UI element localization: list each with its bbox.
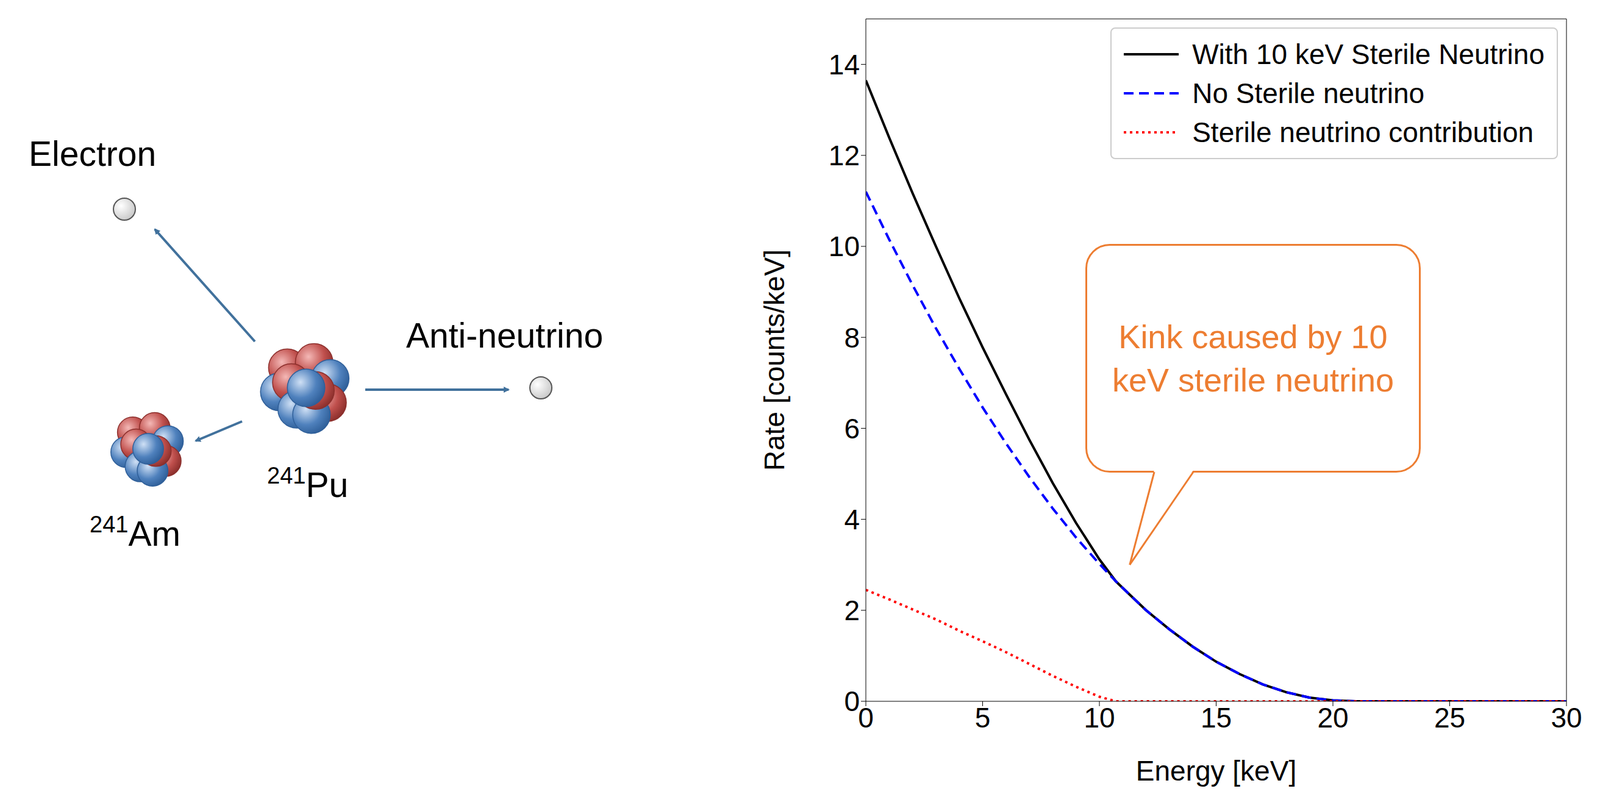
svg-text:6: 6 bbox=[843, 412, 860, 445]
html-text:No Sterile neutrino: No Sterile neutrino bbox=[1192, 77, 1425, 110]
svg-text:14: 14 bbox=[828, 48, 860, 81]
svg-text:241Pu: 241Pu bbox=[267, 462, 349, 505]
svg-text:20: 20 bbox=[1317, 701, 1349, 734]
html-text:With 10 keV Sterile Neutrino: With 10 keV Sterile Neutrino bbox=[1192, 38, 1545, 71]
svg-text:Energy [keV]: Energy [keV] bbox=[1135, 754, 1297, 787]
svg-text:Electron: Electron bbox=[28, 134, 157, 174]
svg-text:25: 25 bbox=[1434, 701, 1466, 734]
html-text:Sterile neutrino contribution: Sterile neutrino contribution bbox=[1192, 116, 1534, 149]
svg-text:2: 2 bbox=[843, 594, 860, 627]
svg-text:15: 15 bbox=[1200, 701, 1232, 734]
svg-text:241Am: 241Am bbox=[89, 511, 181, 554]
html-text:Kink caused by 10 keV sterile: Kink caused by 10 keV sterile neutrino bbox=[1112, 318, 1394, 398]
svg-text:8: 8 bbox=[843, 321, 860, 354]
svg-text:0: 0 bbox=[843, 685, 860, 718]
svg-text:5: 5 bbox=[975, 701, 991, 734]
svg-text:30: 30 bbox=[1550, 701, 1582, 734]
svg-text:10: 10 bbox=[1083, 701, 1115, 734]
svg-text:4: 4 bbox=[843, 503, 860, 536]
svg-text:Rate [counts/keV]: Rate [counts/keV] bbox=[758, 249, 791, 471]
svg-text:0: 0 bbox=[857, 701, 874, 734]
svg-text:Anti-neutrino: Anti-neutrino bbox=[406, 315, 604, 355]
svg-text:12: 12 bbox=[828, 139, 860, 172]
svg-text:10: 10 bbox=[828, 230, 860, 263]
